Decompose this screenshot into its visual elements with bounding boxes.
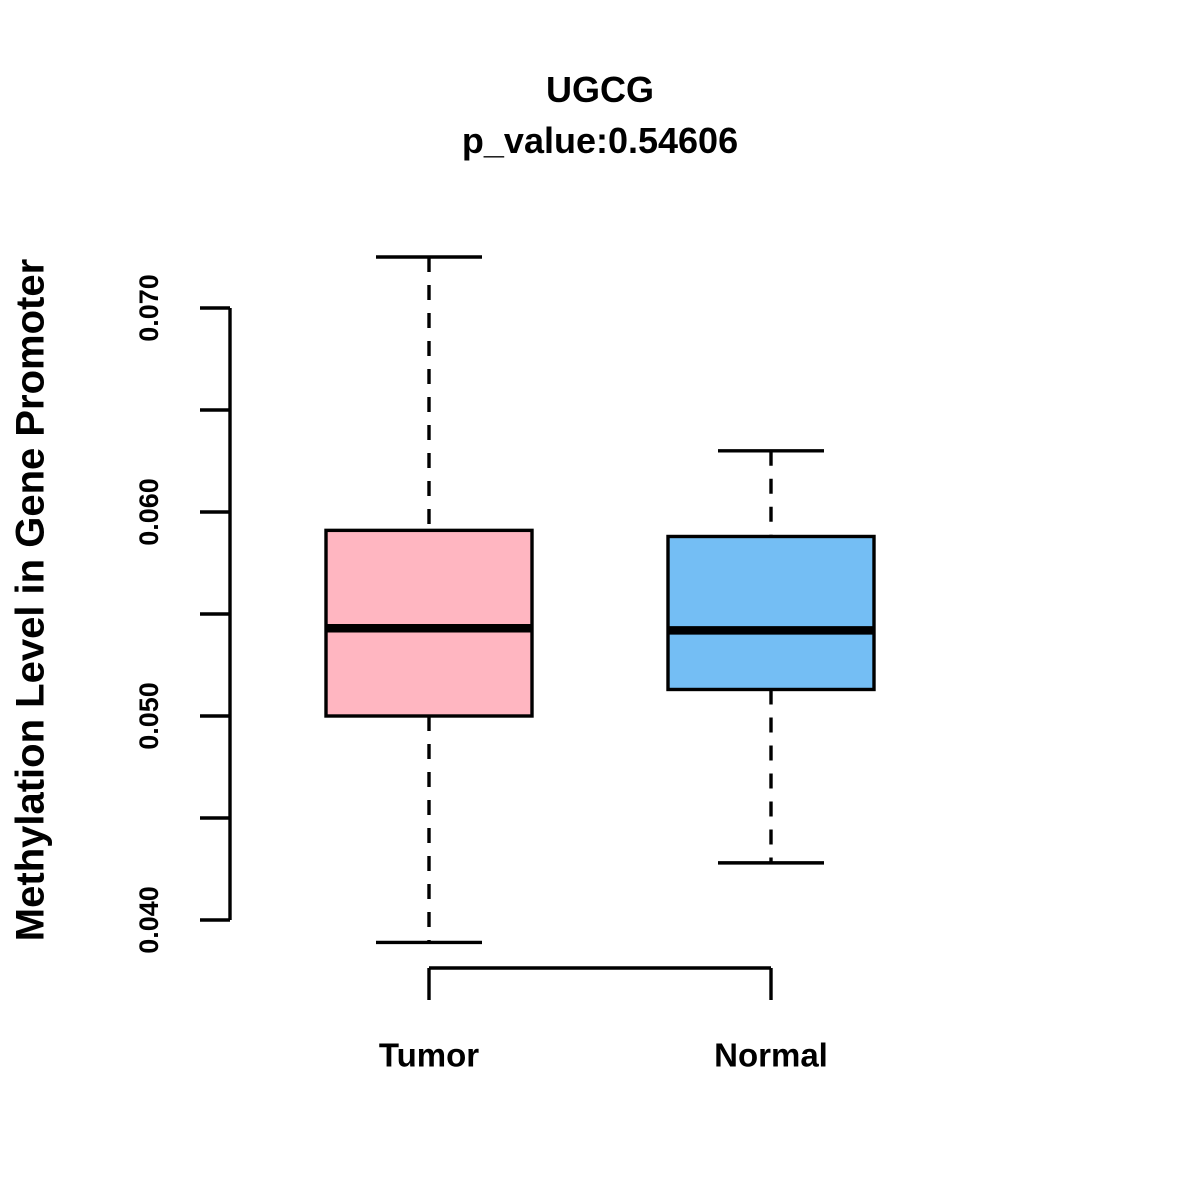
y-axis-label: Methylation Level in Gene Promoter xyxy=(8,258,53,942)
x-tick-label-normal: Normal xyxy=(714,1037,828,1074)
x-tick-label-tumor: Tumor xyxy=(379,1037,479,1074)
y-tick-label: 0.070 xyxy=(134,274,164,342)
normal-box xyxy=(666,534,876,692)
tumor-box xyxy=(324,528,534,718)
y-tick-label: 0.060 xyxy=(134,478,164,546)
y-tick-label: 0.040 xyxy=(134,886,164,954)
chart-title: UGCG xyxy=(546,69,654,110)
chart-subtitle: p_value:0.54606 xyxy=(461,120,739,161)
y-tick-label: 0.050 xyxy=(134,682,164,750)
